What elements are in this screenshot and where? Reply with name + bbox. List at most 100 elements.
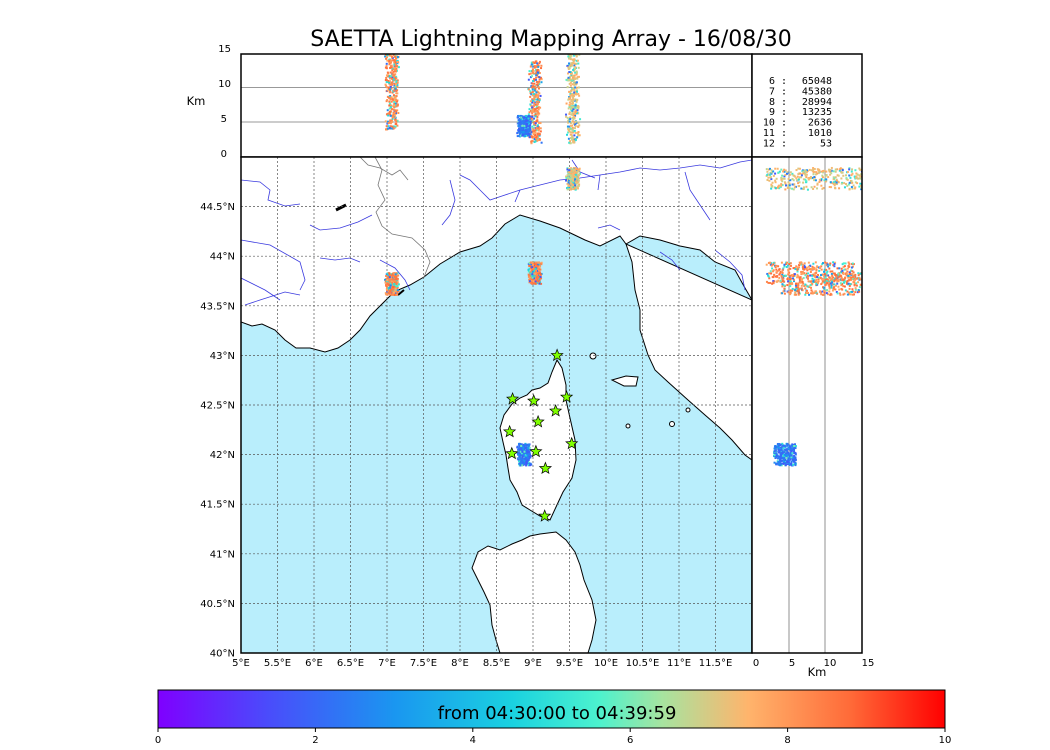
source-side-point [797, 178, 800, 181]
source-altitude-point [530, 85, 533, 88]
source-side-point [785, 457, 788, 460]
source-side-point [801, 266, 804, 269]
source-altitude-point [520, 123, 523, 126]
source-altitude-point [575, 86, 578, 89]
source-point [528, 262, 531, 265]
source-point [391, 278, 394, 281]
source-altitude-point [569, 54, 572, 56]
source-altitude-point [574, 104, 577, 107]
source-altitude-point [529, 109, 532, 112]
source-side-point [786, 442, 789, 445]
source-side-point [805, 272, 808, 275]
source-side-point [827, 176, 830, 179]
source-altitude-point [570, 54, 573, 57]
source-side-point [782, 458, 785, 461]
source-side-point [803, 272, 806, 275]
source-point [577, 174, 580, 177]
source-side-point [801, 263, 804, 266]
source-side-point [778, 170, 781, 173]
source-side-point [768, 167, 771, 170]
source-side-point [820, 293, 823, 296]
source-point [386, 279, 389, 282]
source-altitude-point [388, 111, 391, 114]
source-side-point [826, 293, 829, 296]
source-side-point [807, 272, 810, 275]
source-side-point [834, 273, 837, 276]
source-altitude-point [391, 98, 394, 101]
source-altitude-point [386, 120, 389, 123]
source-altitude-point [570, 74, 573, 77]
source-side-point [794, 443, 797, 446]
source-altitude-point [386, 95, 389, 98]
source-side-point [800, 273, 803, 276]
source-side-point [856, 173, 859, 176]
source-point [527, 448, 530, 451]
source-altitude-point [532, 70, 535, 73]
source-altitude-point [567, 131, 570, 134]
source-altitude-point [531, 125, 534, 128]
source-altitude-point [567, 119, 570, 122]
source-altitude-point [533, 138, 536, 141]
source-side-point [804, 178, 807, 181]
source-side-point [857, 281, 860, 284]
source-side-point [835, 278, 838, 281]
source-side-point [788, 283, 791, 286]
source-altitude-point [519, 121, 522, 124]
source-side-point [834, 187, 837, 190]
source-altitude-point [392, 94, 395, 97]
source-altitude-point [570, 107, 573, 110]
source-point [396, 286, 399, 289]
source-altitude-point [568, 57, 571, 60]
source-side-point [791, 444, 794, 447]
source-side-point [839, 282, 842, 285]
source-altitude-point [521, 124, 524, 127]
source-side-point [820, 274, 823, 277]
source-altitude-point [536, 111, 539, 114]
source-side-point [776, 270, 779, 273]
source-altitude-point [573, 54, 576, 57]
source-side-point [790, 447, 793, 450]
source-point [536, 268, 539, 271]
source-side-point [807, 280, 810, 283]
source-side-point [804, 293, 807, 296]
source-side-point [803, 267, 806, 270]
source-side-point [823, 281, 826, 284]
source-point [538, 282, 541, 285]
source-altitude-point [396, 83, 399, 86]
source-altitude-point [533, 141, 536, 144]
source-side-point [815, 171, 818, 174]
source-point [524, 456, 527, 459]
source-side-point [790, 449, 793, 452]
source-point [567, 181, 570, 184]
source-side-point [843, 268, 846, 271]
source-altitude-point [576, 76, 579, 79]
source-altitude-point [536, 132, 539, 135]
source-altitude-point [575, 120, 578, 123]
source-altitude-point [537, 70, 540, 73]
source-altitude-point [395, 105, 398, 108]
source-point [396, 289, 399, 292]
source-altitude-point [537, 126, 540, 129]
source-side-point [849, 290, 852, 293]
source-side-point [845, 183, 848, 186]
source-point [392, 275, 395, 278]
source-side-point [825, 278, 828, 281]
source-side-point [783, 292, 786, 295]
source-side-point [788, 184, 791, 187]
source-altitude-point [527, 129, 530, 132]
source-altitude-point [575, 59, 578, 62]
source-point [393, 287, 396, 290]
source-side-point [843, 277, 846, 280]
montecristo-island [625, 423, 631, 429]
station-star-icon [548, 404, 563, 417]
source-point [536, 267, 539, 270]
source-point [539, 265, 542, 268]
source-side-point [838, 292, 841, 295]
source-side-point [840, 182, 843, 185]
source-point [385, 278, 388, 281]
source-altitude-point [517, 125, 520, 128]
lat-tick-label: 42.5°N [200, 401, 235, 412]
source-altitude-point [531, 114, 534, 117]
source-side-point [778, 461, 781, 464]
source-altitude-point [395, 122, 398, 125]
